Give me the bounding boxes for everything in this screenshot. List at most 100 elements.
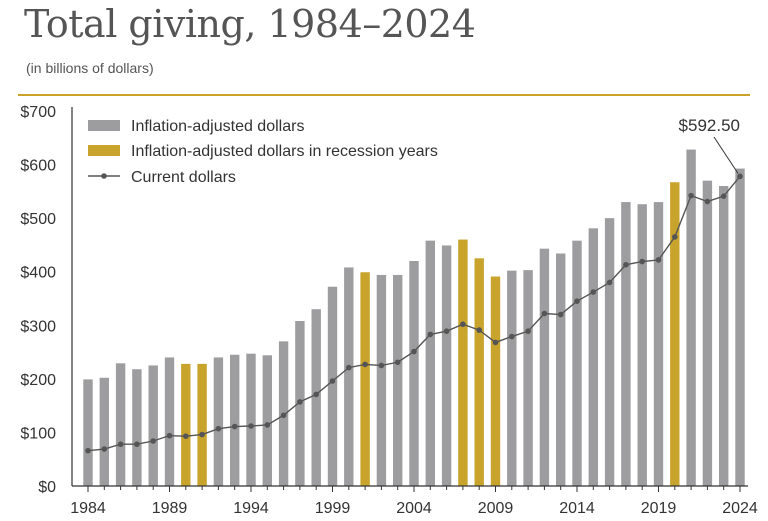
bar xyxy=(523,270,533,486)
bar xyxy=(604,218,615,486)
current-dollars-point xyxy=(688,192,694,199)
current-dollars-point xyxy=(655,257,662,263)
title-divider xyxy=(18,94,750,96)
recession-bar xyxy=(490,276,501,486)
y-tick-label: $400 xyxy=(20,265,56,282)
current-dollars-point xyxy=(606,279,613,286)
current-dollars-point xyxy=(541,310,548,317)
current-dollars-point xyxy=(427,331,434,338)
current-dollars-point xyxy=(443,328,450,334)
x-tick-label: 2014 xyxy=(559,500,595,517)
current-dollars-point xyxy=(704,198,711,205)
current-dollars-point xyxy=(329,378,336,384)
bar xyxy=(441,245,452,486)
callout-leader-line xyxy=(713,136,739,174)
bars xyxy=(83,149,745,487)
legend-swatch-current-dot xyxy=(101,173,107,179)
current-dollars-point xyxy=(574,298,580,304)
current-dollars-point xyxy=(346,364,352,371)
current-dollars-point xyxy=(378,362,385,369)
bar xyxy=(507,270,517,486)
y-tick-label: $700 xyxy=(20,104,56,121)
bar xyxy=(213,357,224,486)
x-tick-label: 2009 xyxy=(478,500,514,517)
current-dollars-point xyxy=(215,425,222,432)
current-dollars-point xyxy=(134,441,140,448)
bar xyxy=(327,286,338,486)
current-dollars-point xyxy=(117,441,124,448)
bar xyxy=(344,267,354,486)
x-tick-label: 1984 xyxy=(70,500,106,517)
legend: Inflation-adjusted dollars Inflation-adju… xyxy=(88,118,438,186)
y-tick-label: $100 xyxy=(20,425,56,442)
x-axis-ticks: 1984 1989 1994 1999 2004 2009 2014 2019 2024 xyxy=(70,486,758,517)
legend-label: Current dollars xyxy=(131,169,236,186)
legend-swatch-recession xyxy=(88,145,120,156)
bar xyxy=(556,253,566,486)
bar xyxy=(311,309,321,486)
current-dollars-point xyxy=(199,431,205,438)
bar xyxy=(409,261,419,486)
current-dollars-point xyxy=(248,423,254,429)
current-dollars-point xyxy=(557,311,564,318)
current-dollars-point xyxy=(183,433,189,439)
bar xyxy=(539,248,550,486)
current-dollars-point xyxy=(639,258,645,265)
bar xyxy=(719,186,729,486)
current-dollars-point xyxy=(460,321,466,328)
recession-bar xyxy=(474,258,484,486)
x-tick-label: 2019 xyxy=(641,500,677,517)
chart-subtitle: (in billions of dollars) xyxy=(26,60,154,76)
bar xyxy=(132,369,142,486)
current-dollars-point xyxy=(313,391,320,398)
x-tick-label: 1999 xyxy=(315,500,351,517)
current-dollars-point xyxy=(672,234,678,240)
bar xyxy=(164,357,175,486)
callout: $592.50 xyxy=(679,116,740,174)
current-dollars-point xyxy=(231,423,238,430)
current-dollars-point xyxy=(362,361,368,368)
y-tick-label: $0 xyxy=(38,479,56,496)
current-dollars-point xyxy=(101,446,108,452)
y-tick-label: $300 xyxy=(20,318,56,335)
bar xyxy=(735,168,745,486)
recession-bar xyxy=(197,363,207,486)
y-tick-label: $600 xyxy=(20,158,56,175)
current-dollars-point xyxy=(264,422,271,428)
chart-title: Total giving, 1984–2024 xyxy=(24,2,476,46)
current-dollars-point xyxy=(590,289,597,295)
current-dollars-point xyxy=(492,339,499,346)
current-dollars-point xyxy=(720,193,727,199)
legend-label: Inflation-adjusted dollars in recession … xyxy=(131,143,438,160)
recession-bar xyxy=(458,239,468,486)
bar xyxy=(425,240,435,486)
bar xyxy=(621,202,631,487)
current-dollars-point xyxy=(525,328,531,334)
current-dollars-point xyxy=(623,261,629,268)
bar xyxy=(572,240,582,486)
current-dollars-point xyxy=(394,359,401,366)
bar xyxy=(99,377,109,486)
bar xyxy=(588,228,598,487)
legend-label: Inflation-adjusted dollars xyxy=(131,118,304,135)
bar xyxy=(393,274,403,486)
bar xyxy=(376,274,387,486)
current-dollars-point xyxy=(150,438,156,444)
current-dollars-point xyxy=(509,333,515,340)
bar xyxy=(686,149,696,487)
bar xyxy=(115,363,126,486)
bar xyxy=(83,379,93,486)
callout-label: $592.50 xyxy=(679,116,740,135)
bar xyxy=(637,204,647,486)
current-dollars-series xyxy=(85,173,743,454)
y-tick-label: $500 xyxy=(20,211,56,228)
current-dollars-point xyxy=(297,399,303,405)
bar xyxy=(230,354,240,486)
x-tick-label: 1994 xyxy=(233,500,269,517)
current-dollars-point xyxy=(280,412,287,419)
bar xyxy=(246,353,256,486)
current-dollars-point xyxy=(737,173,743,180)
bar xyxy=(702,180,713,486)
x-tick-label: 2004 xyxy=(396,500,432,517)
